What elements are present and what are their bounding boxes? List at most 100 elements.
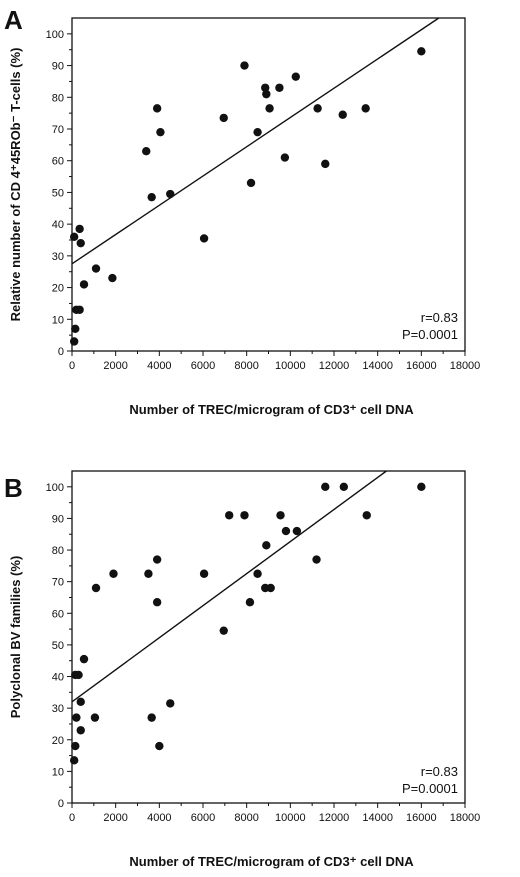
y-tick-label: 20 bbox=[52, 735, 64, 747]
y-tick-label: 0 bbox=[58, 346, 64, 358]
data-point bbox=[262, 89, 271, 99]
y-tick-label: 10 bbox=[52, 766, 64, 778]
x-tick-label: 12000 bbox=[319, 360, 350, 372]
x-tick-label: 6000 bbox=[191, 360, 215, 372]
y-tick-label: 40 bbox=[52, 219, 64, 231]
y-tick-label: 10 bbox=[52, 314, 64, 326]
data-point bbox=[321, 482, 330, 492]
y-tick-label: 100 bbox=[46, 29, 64, 41]
data-point bbox=[142, 147, 151, 156]
data-point bbox=[291, 72, 300, 81]
data-point bbox=[72, 713, 81, 722]
x-tick-label: 2000 bbox=[103, 812, 127, 824]
data-point bbox=[147, 713, 156, 722]
y-tick-label: 30 bbox=[52, 251, 64, 263]
data-point bbox=[76, 726, 85, 735]
y-tick-label: 70 bbox=[52, 577, 64, 589]
plot-frame bbox=[71, 17, 466, 352]
data-point bbox=[199, 569, 209, 578]
regression-line bbox=[71, 470, 387, 703]
data-point bbox=[155, 741, 164, 751]
data-point bbox=[245, 598, 255, 607]
y-tick-label: 60 bbox=[52, 156, 64, 168]
x-tick-label: 14000 bbox=[362, 812, 393, 824]
x-tick-label: 10000 bbox=[275, 812, 306, 824]
x-axis-title: Number of TREC/microgram of CD3⁺ cell DN… bbox=[129, 402, 414, 417]
y-tick-label: 70 bbox=[52, 124, 64, 136]
y-tick-label: 30 bbox=[52, 703, 64, 715]
stats-r: r=0.83 bbox=[421, 764, 458, 779]
data-point bbox=[338, 110, 347, 119]
panel-letter: B bbox=[4, 473, 23, 503]
y-tick-label: 50 bbox=[52, 640, 64, 652]
x-tick-label: 0 bbox=[69, 812, 75, 824]
data-point bbox=[152, 104, 162, 113]
data-point bbox=[417, 47, 426, 56]
data-point bbox=[79, 280, 89, 289]
data-point bbox=[276, 511, 285, 520]
y-axis-title: Relative number of CD 4⁺45ROb⁻ T-cells (… bbox=[8, 48, 23, 322]
x-tick-label: 18000 bbox=[450, 360, 481, 372]
data-point bbox=[240, 61, 249, 70]
y-tick-label: 100 bbox=[46, 482, 64, 494]
data-point bbox=[79, 654, 89, 664]
panel-b: B 0 2000 4000 6000 8000 10000 12000 14000 16000 18… bbox=[4, 470, 481, 869]
data-point bbox=[361, 104, 370, 113]
data-point bbox=[152, 555, 162, 564]
x-tick-label: 2000 bbox=[103, 360, 127, 372]
data-point bbox=[321, 159, 330, 169]
x-tick-label: 6000 bbox=[191, 812, 215, 824]
x-tick-label: 10000 bbox=[275, 360, 306, 372]
y-axis-title: Polyclonal BV families (%) bbox=[8, 556, 23, 719]
panel-a: A 0 2000 4000 6000 8000 10000 12000 14000 16000 18… bbox=[4, 5, 480, 417]
data-point bbox=[275, 83, 284, 92]
data-point bbox=[261, 83, 270, 92]
data-point bbox=[199, 234, 209, 243]
data-point bbox=[362, 511, 371, 520]
data-point bbox=[313, 104, 322, 113]
y-tick-label: 90 bbox=[52, 513, 64, 525]
y-tick-label: 60 bbox=[52, 608, 64, 620]
data-point bbox=[69, 337, 79, 346]
data-point bbox=[292, 526, 302, 536]
x-tick-label: 14000 bbox=[362, 360, 393, 372]
data-point bbox=[246, 178, 256, 188]
data-point bbox=[71, 324, 80, 333]
data-point bbox=[91, 264, 101, 273]
data-point bbox=[147, 192, 156, 202]
y-tick-label: 0 bbox=[58, 798, 64, 810]
data-point bbox=[90, 713, 100, 722]
regression-line bbox=[71, 17, 440, 265]
x-tick-label: 8000 bbox=[234, 812, 258, 824]
x-tick-label: 18000 bbox=[450, 812, 481, 824]
x-axis-title: Number of TREC/microgram of CD3⁺ cell DN… bbox=[129, 854, 414, 869]
data-point bbox=[225, 511, 234, 520]
x-tick-label: 16000 bbox=[406, 360, 437, 372]
data-point bbox=[109, 569, 118, 578]
data-point bbox=[75, 224, 84, 234]
data-point bbox=[144, 569, 153, 578]
data-point bbox=[219, 626, 228, 635]
panel-letter: A bbox=[4, 5, 23, 35]
data-point bbox=[253, 127, 262, 137]
y-tick-label: 20 bbox=[52, 283, 64, 295]
stats-r: r=0.83 bbox=[421, 310, 458, 325]
data-point bbox=[69, 756, 79, 765]
data-point bbox=[108, 273, 117, 283]
data-point bbox=[219, 113, 228, 123]
data-point bbox=[74, 670, 83, 680]
data-point bbox=[75, 305, 84, 314]
data-point bbox=[91, 583, 101, 593]
y-tick-label: 80 bbox=[52, 92, 64, 104]
y-tick-label: 40 bbox=[52, 672, 64, 684]
x-tick-label: 16000 bbox=[406, 812, 437, 824]
data-point bbox=[76, 238, 85, 248]
data-point bbox=[253, 569, 262, 578]
y-tick-label: 80 bbox=[52, 545, 64, 557]
x-tick-label: 0 bbox=[69, 360, 75, 372]
data-point bbox=[166, 189, 175, 199]
data-point bbox=[71, 741, 80, 751]
data-point bbox=[69, 232, 79, 242]
data-point bbox=[339, 482, 349, 492]
